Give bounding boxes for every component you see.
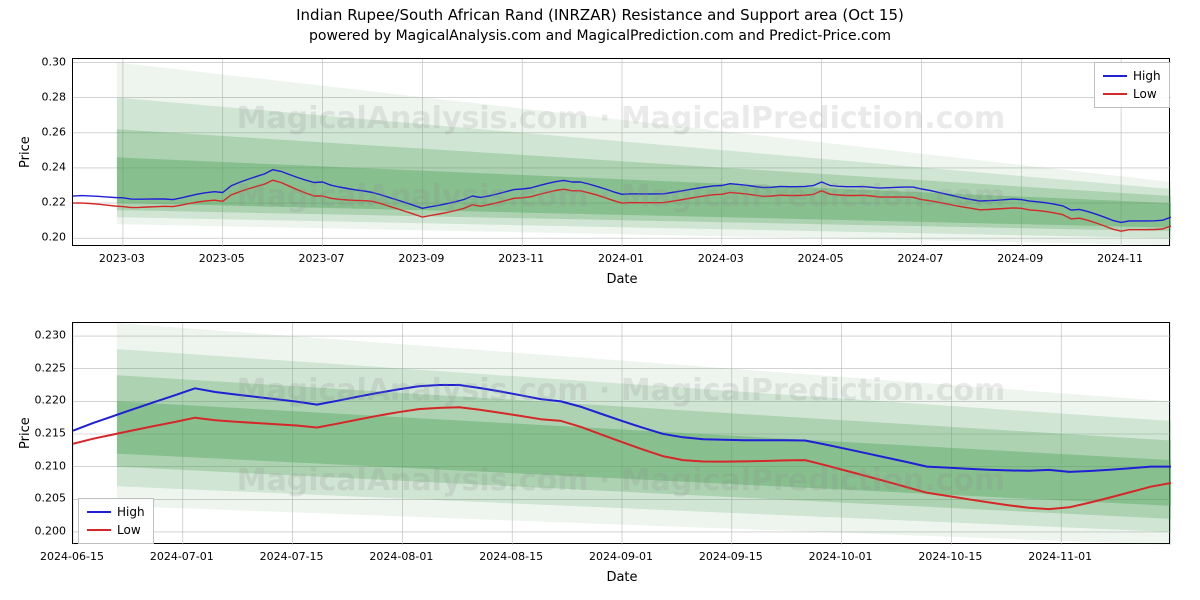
x-tick-label: 2024-08-15 — [479, 550, 543, 563]
x-tick-label: 2024-09-01 — [589, 550, 653, 563]
x-tick-label: 2024-07-01 — [150, 550, 214, 563]
x-tick-label: 2024-10-01 — [809, 550, 873, 563]
bottom-chart-svg — [73, 323, 1171, 545]
legend-label-low: Low — [117, 523, 141, 537]
y-tick-label: 0.26 — [6, 126, 66, 137]
legend-item-low: Low — [87, 521, 145, 539]
top-chart-panel: MagicalAnalysis.com · MagicalPrediction.… — [72, 58, 1170, 246]
x-tick-label: 2024-01 — [598, 252, 644, 265]
y-tick-label: 0.205 — [6, 493, 66, 504]
x-tick-label: 2024-07 — [897, 252, 943, 265]
legend-bottom: High Low — [78, 498, 154, 544]
y-tick-label: 0.22 — [6, 197, 66, 208]
legend-item-low: Low — [1103, 85, 1161, 103]
x-axis-label-top: Date — [72, 272, 1172, 287]
x-tick-label: 2024-09 — [997, 252, 1043, 265]
x-tick-label: 2023-03 — [99, 252, 145, 265]
chart-title: Indian Rupee/South African Rand (INRZAR)… — [0, 6, 1200, 24]
chart-subtitle: powered by MagicalAnalysis.com and Magic… — [0, 24, 1200, 44]
x-tick-label: 2023-11 — [498, 252, 544, 265]
y-tick-label: 0.30 — [6, 56, 66, 67]
y-tick-label: 0.225 — [6, 362, 66, 373]
legend-top: High Low — [1094, 62, 1170, 108]
y-tick-label: 0.24 — [6, 161, 66, 172]
x-tick-label: 2023-09 — [398, 252, 444, 265]
y-tick-label: 0.20 — [6, 232, 66, 243]
legend-label-high: High — [1133, 69, 1161, 83]
x-tick-label: 2024-11 — [1097, 252, 1143, 265]
y-tick-label: 0.220 — [6, 395, 66, 406]
x-tick-label: 2024-10-15 — [918, 550, 982, 563]
x-axis-label-bottom: Date — [72, 570, 1172, 585]
x-tick-label: 2023-07 — [299, 252, 345, 265]
x-tick-label: 2024-03 — [698, 252, 744, 265]
y-tick-label: 0.200 — [6, 525, 66, 536]
x-tick-label: 2024-09-15 — [699, 550, 763, 563]
y-tick-label: 0.210 — [6, 460, 66, 471]
x-tick-label: 2024-07-15 — [260, 550, 324, 563]
x-tick-label: 2024-08-01 — [369, 550, 433, 563]
x-tick-label: 2024-06-15 — [40, 550, 104, 563]
top-chart-svg — [73, 59, 1171, 247]
y-tick-label: 0.230 — [6, 330, 66, 341]
y-tick-label: 0.215 — [6, 428, 66, 439]
x-tick-label: 2024-05 — [798, 252, 844, 265]
legend-item-high: High — [1103, 67, 1161, 85]
legend-label-high: High — [117, 505, 145, 519]
legend-label-low: Low — [1133, 87, 1157, 101]
x-tick-label: 2024-11-01 — [1028, 550, 1092, 563]
legend-item-high: High — [87, 503, 145, 521]
y-tick-label: 0.28 — [6, 91, 66, 102]
bottom-chart-panel: MagicalAnalysis.com · MagicalPrediction.… — [72, 322, 1170, 544]
x-tick-label: 2023-05 — [199, 252, 245, 265]
